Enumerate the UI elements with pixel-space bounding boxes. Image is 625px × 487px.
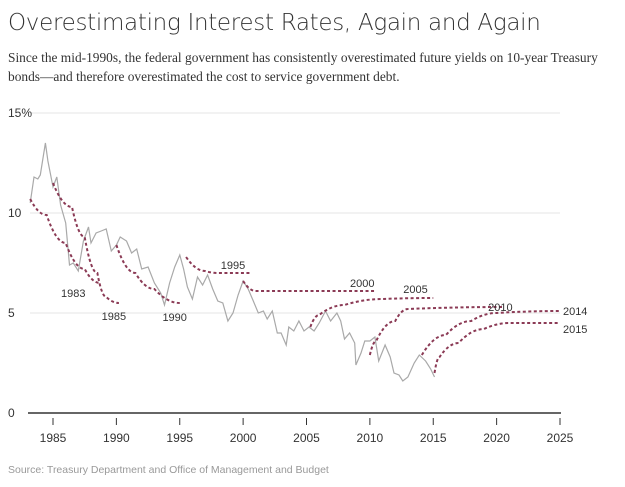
x-tick-label: 2015 bbox=[420, 431, 447, 445]
projection-label-2005: 2005 bbox=[403, 284, 427, 296]
y-tick-label: 5 bbox=[8, 306, 15, 320]
y-tick-label: 15% bbox=[8, 106, 32, 120]
projection-label-2015: 2015 bbox=[563, 324, 587, 336]
projection-label-1985: 1985 bbox=[102, 311, 126, 323]
x-tick-label: 1995 bbox=[166, 431, 193, 445]
source-note: Source: Treasury Department and Office o… bbox=[8, 464, 329, 476]
y-tick-label: 10 bbox=[8, 206, 22, 220]
chart-subtitle: Since the mid-1990s, the federal governm… bbox=[8, 50, 598, 84]
projection-label-2000: 2000 bbox=[350, 278, 374, 290]
x-tick-label: 2025 bbox=[547, 431, 574, 445]
projection-line-2005 bbox=[309, 297, 434, 328]
projection-label-1995: 1995 bbox=[221, 260, 245, 272]
x-tick-label: 1985 bbox=[40, 431, 67, 445]
projection-line-2010 bbox=[368, 306, 503, 356]
projection-label-2014: 2014 bbox=[563, 306, 587, 318]
y-tick-label: 0 bbox=[8, 406, 15, 420]
projection-line-1983 bbox=[29, 198, 100, 284]
x-tick-label: 2010 bbox=[357, 431, 384, 445]
projection-line-2015 bbox=[433, 322, 560, 374]
x-tick-label: 1990 bbox=[103, 431, 130, 445]
actual-yield-line bbox=[29, 142, 436, 382]
projection-label-1990: 1990 bbox=[162, 312, 186, 324]
x-tick-label: 2000 bbox=[230, 431, 257, 445]
x-tick-label: 2020 bbox=[483, 431, 510, 445]
projection-line-1985 bbox=[52, 182, 119, 304]
projection-line-1990 bbox=[115, 244, 180, 304]
projection-label-2010: 2010 bbox=[488, 302, 512, 314]
projection-line-2000 bbox=[242, 280, 377, 292]
x-tick-label: 2005 bbox=[293, 431, 320, 445]
projection-label-1983: 1983 bbox=[61, 288, 85, 300]
projection-line-2014 bbox=[420, 310, 561, 356]
chart-title: Overestimating Interest Rates, Again and… bbox=[8, 10, 541, 36]
